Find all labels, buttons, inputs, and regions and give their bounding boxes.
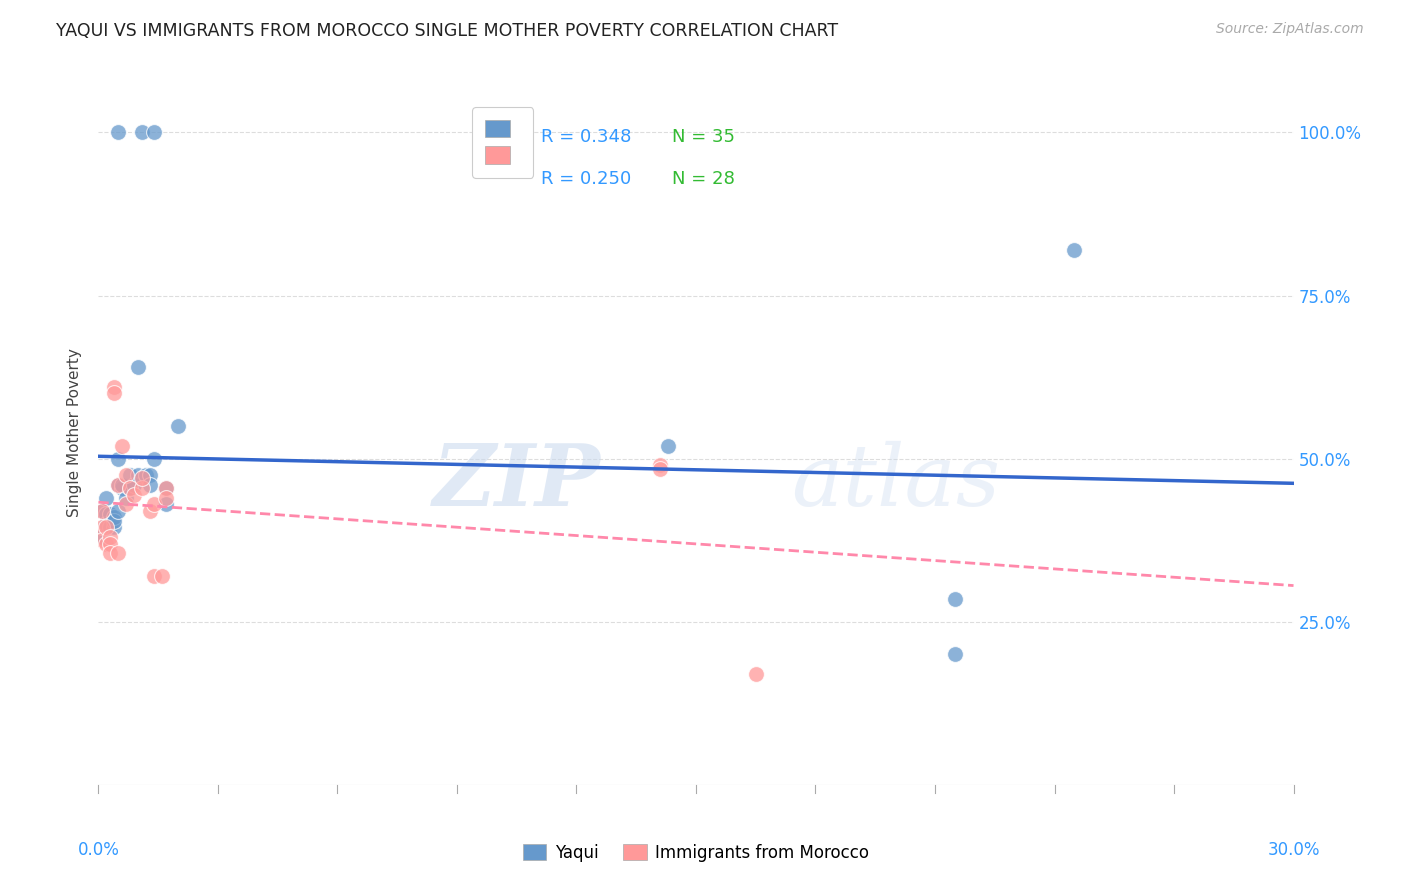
Point: [98, 520, 122, 534]
Point: [131, 126, 153, 140]
Point: [111, 478, 134, 492]
Point: [107, 478, 129, 492]
Point: [648, 458, 672, 473]
Point: [98, 546, 122, 560]
Point: [107, 546, 129, 560]
Point: [124, 487, 146, 501]
Point: [139, 478, 162, 492]
Point: [115, 497, 138, 511]
Point: [139, 468, 162, 483]
Point: [657, 439, 679, 453]
Point: [143, 497, 166, 511]
Point: [135, 468, 157, 483]
Point: [648, 461, 672, 475]
Point: [111, 481, 134, 495]
Y-axis label: Single Mother Poverty: Single Mother Poverty: [67, 348, 83, 517]
Point: [120, 481, 142, 495]
Point: [131, 471, 153, 485]
Point: [91, 520, 114, 534]
Point: [943, 592, 966, 607]
Point: [115, 491, 138, 505]
Text: R = 0.250: R = 0.250: [541, 170, 631, 188]
Point: [155, 497, 177, 511]
Point: [150, 569, 173, 583]
Point: [127, 360, 149, 375]
Point: [91, 533, 114, 548]
Point: [91, 504, 114, 518]
Point: [139, 504, 162, 518]
Point: [155, 491, 177, 505]
Point: [103, 510, 125, 524]
Point: [107, 478, 129, 492]
Text: N = 28: N = 28: [672, 170, 735, 188]
Text: Source: ZipAtlas.com: Source: ZipAtlas.com: [1216, 22, 1364, 37]
Text: N = 35: N = 35: [672, 128, 735, 145]
Point: [98, 530, 122, 544]
Point: [96, 536, 118, 550]
Point: [143, 451, 166, 466]
Legend: Yaqui, Immigrants from Morocco: Yaqui, Immigrants from Morocco: [516, 837, 876, 868]
Point: [143, 126, 166, 140]
Point: [91, 504, 114, 518]
Point: [1063, 243, 1085, 257]
Text: R = 0.348: R = 0.348: [541, 128, 631, 145]
Point: [155, 481, 177, 495]
Point: [103, 520, 125, 534]
Point: [131, 481, 153, 495]
Point: [120, 481, 142, 495]
Point: [143, 569, 166, 583]
Point: [103, 514, 125, 528]
Point: [96, 491, 118, 505]
Point: [745, 667, 768, 681]
Point: [111, 439, 134, 453]
Point: [120, 468, 142, 483]
Text: 30.0%: 30.0%: [1267, 841, 1320, 859]
Point: [103, 380, 125, 394]
Point: [107, 504, 129, 518]
Point: [103, 386, 125, 401]
Point: [124, 478, 146, 492]
Point: [107, 126, 129, 140]
Point: [96, 507, 118, 521]
Point: [98, 536, 122, 550]
Point: [127, 468, 149, 483]
Point: [91, 530, 114, 544]
Point: [96, 520, 118, 534]
Text: atlas: atlas: [792, 441, 1001, 524]
Point: [167, 419, 190, 434]
Point: [943, 648, 966, 662]
Point: [115, 468, 138, 483]
Point: [107, 451, 129, 466]
Text: 0.0%: 0.0%: [77, 841, 120, 859]
Text: YAQUI VS IMMIGRANTS FROM MOROCCO SINGLE MOTHER POVERTY CORRELATION CHART: YAQUI VS IMMIGRANTS FROM MOROCCO SINGLE …: [56, 22, 838, 40]
Text: ZIP: ZIP: [433, 440, 600, 524]
Point: [155, 481, 177, 495]
Point: [96, 516, 118, 531]
Point: [98, 507, 122, 521]
